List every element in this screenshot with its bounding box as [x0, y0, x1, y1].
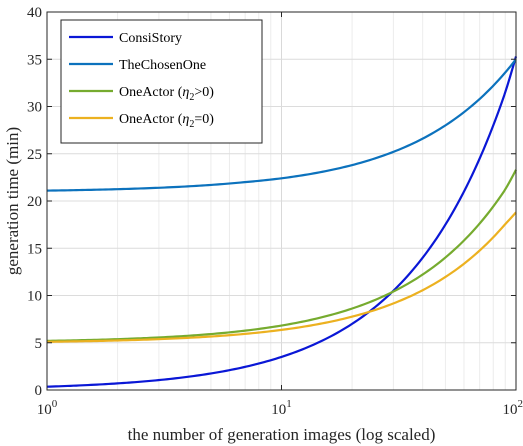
y-tick-label: 35 [27, 52, 42, 68]
legend-entry-label: OneActor (η2=0) [119, 112, 214, 130]
x-tick-label: 102 [503, 398, 523, 418]
series-line-3 [46, 211, 517, 343]
series-line-0 [46, 56, 518, 388]
y-tick-label: 30 [27, 100, 42, 116]
y-tick-label: 5 [35, 336, 43, 352]
y-axis-tick-labels: 0 5 10 15 20 25 30 35 40 [27, 5, 42, 399]
series-line-2 [46, 169, 517, 342]
y-tick-label: 25 [27, 147, 42, 163]
series-lines [46, 56, 518, 388]
series-line-1 [46, 58, 517, 192]
legend-box [60, 19, 263, 144]
axis-ticks [46, 11, 517, 391]
x-tick-label: 101 [271, 398, 292, 418]
y-tick-label: 20 [27, 194, 42, 210]
x-axis-label: the number of generation images (log sca… [128, 425, 436, 444]
legend: ConsiStory TheChosenOne OneActor (η2>0) One… [60, 19, 263, 144]
y-axis-label: generation time (min) [3, 127, 22, 275]
x-tick-label: 100 [37, 398, 58, 418]
y-tick-label: 15 [27, 241, 42, 257]
y-tick-label: 10 [27, 289, 42, 305]
x-axis-tick-labels: 100 101 102 [37, 398, 523, 418]
y-tick-label: 40 [27, 5, 42, 21]
legend-entry-label: OneActor (η2>0) [119, 85, 214, 103]
y-tick-label: 0 [35, 383, 43, 399]
legend-entry-label: TheChosenOne [119, 58, 206, 73]
legend-entry-label: ConsiStory [119, 31, 182, 46]
